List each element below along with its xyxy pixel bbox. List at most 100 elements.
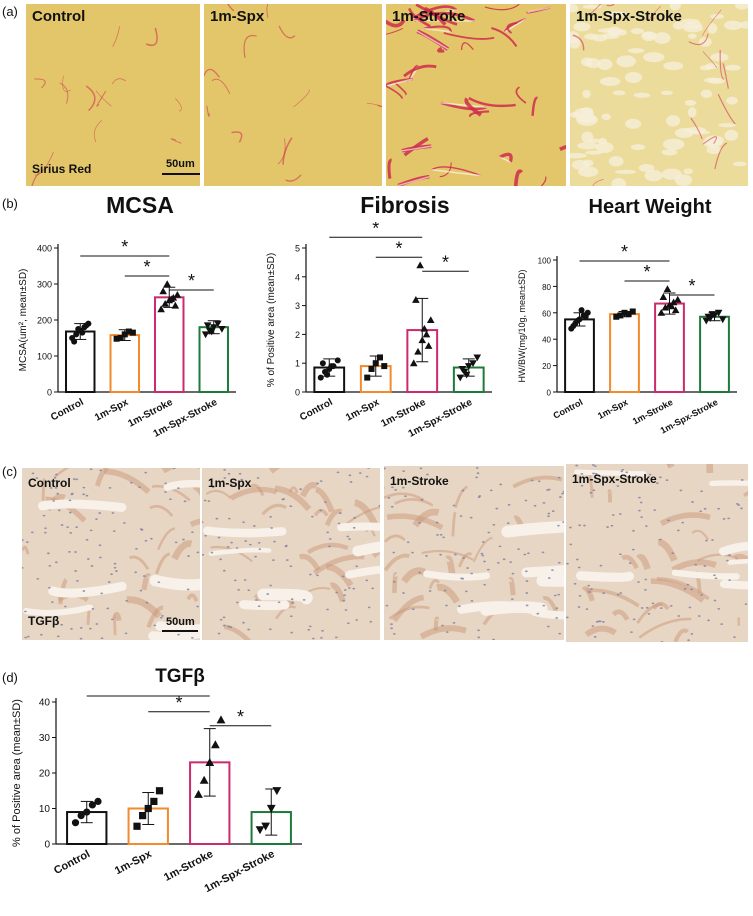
data-point <box>261 822 271 831</box>
cell-nucleus <box>466 567 469 569</box>
scale-bar-label: 50um <box>166 616 195 628</box>
scale-bar <box>162 173 200 175</box>
cell-nucleus <box>591 625 595 628</box>
tissue-gap <box>578 166 599 177</box>
data-point <box>214 320 222 328</box>
cell-nucleus <box>277 601 281 604</box>
collagen-fiber <box>211 78 231 95</box>
data-point <box>671 306 680 314</box>
collagen-fiber <box>484 4 520 11</box>
cell-nucleus <box>667 519 670 522</box>
tissue-gap <box>239 600 290 611</box>
cell-nucleus <box>138 486 141 489</box>
cell-nucleus <box>95 623 99 625</box>
tissue-background <box>386 4 566 186</box>
chart-title-mcsa: MCSA <box>106 192 174 218</box>
cell-nucleus <box>483 560 486 563</box>
data-point <box>139 812 147 820</box>
muscle-fiber <box>149 504 174 517</box>
cell-nucleus <box>470 572 474 575</box>
cell-nucleus <box>248 543 252 546</box>
significance-star: * <box>145 690 152 697</box>
cell-nucleus <box>222 624 226 627</box>
collagen-fiber <box>688 33 709 46</box>
significance-star: * <box>442 252 449 272</box>
data-point <box>173 291 182 298</box>
cell-nucleus <box>575 558 579 561</box>
collagen-fiber <box>413 11 476 23</box>
muscle-fiber <box>472 536 493 563</box>
collagen-fiber <box>722 63 729 89</box>
data-point <box>117 335 124 341</box>
cell-nucleus <box>562 490 564 493</box>
cell-nucleus <box>648 473 652 476</box>
cell-nucleus <box>740 479 744 481</box>
collagen-fiber <box>285 174 302 182</box>
cell-nucleus <box>445 631 449 633</box>
tissue-gap <box>401 145 432 152</box>
muscle-fiber <box>146 605 164 629</box>
data-point <box>625 311 632 318</box>
tissue-background <box>204 4 382 186</box>
tissue-gap <box>257 588 313 605</box>
data-point <box>409 359 418 367</box>
collagen-fiber <box>572 34 585 51</box>
cell-nucleus <box>269 584 273 587</box>
cell-nucleus <box>418 521 421 524</box>
tissue-background <box>26 4 200 186</box>
cell-nucleus <box>153 624 157 627</box>
data-point <box>464 363 473 370</box>
cell-nucleus <box>89 529 93 532</box>
cell-nucleus <box>562 521 564 523</box>
data-point <box>473 354 482 362</box>
cell-nucleus <box>647 613 651 615</box>
cell-nucleus <box>235 601 239 604</box>
x-tick-label: 1m-Spx <box>113 848 154 878</box>
tissue-gap <box>709 480 748 487</box>
data-point <box>714 309 723 317</box>
data-point <box>317 374 324 381</box>
tissue-texture-sirius-pale <box>570 4 748 186</box>
cell-nucleus <box>502 558 506 561</box>
muscle-fiber <box>186 593 199 602</box>
cell-nucleus <box>230 541 233 544</box>
tissue-gap <box>674 128 694 138</box>
cell-nucleus <box>460 577 463 580</box>
cell-nucleus <box>302 599 306 601</box>
tissue-gap <box>521 565 564 578</box>
cell-nucleus <box>590 588 593 590</box>
cell-nucleus <box>569 526 572 529</box>
tissue-gap <box>23 604 93 616</box>
significance-star: * <box>175 693 182 713</box>
scale-bar <box>162 630 198 632</box>
cell-nucleus <box>419 467 423 470</box>
collagen-fiber <box>437 46 445 53</box>
cell-nucleus <box>79 626 83 629</box>
data-point <box>368 365 375 372</box>
cell-nucleus <box>599 564 603 567</box>
cell-nucleus <box>35 477 39 479</box>
cell-nucleus <box>48 564 52 567</box>
cell-nucleus <box>371 587 375 590</box>
data-point <box>469 360 477 367</box>
muscle-fiber <box>671 559 717 573</box>
cell-nucleus <box>454 553 457 556</box>
cell-nucleus <box>489 489 493 492</box>
muscle-fiber <box>451 511 457 537</box>
significance-star: * <box>237 707 244 727</box>
y-tick-label: 400 <box>37 244 52 254</box>
y-tick-label: 20 <box>542 362 551 371</box>
data-point <box>94 797 102 805</box>
cell-nucleus <box>555 617 559 619</box>
cell-nucleus <box>523 553 527 556</box>
collagen-fiber <box>282 137 293 165</box>
tissue-gap <box>582 89 591 99</box>
muscle-fiber <box>141 573 152 591</box>
cell-nucleus <box>620 470 624 473</box>
collagen-fiber <box>702 51 718 68</box>
chart-title-heart-weight: Heart Weight <box>588 196 712 218</box>
muscle-fiber <box>657 539 678 562</box>
data-point <box>381 363 388 370</box>
bar <box>609 313 640 393</box>
cell-nucleus <box>346 622 350 625</box>
